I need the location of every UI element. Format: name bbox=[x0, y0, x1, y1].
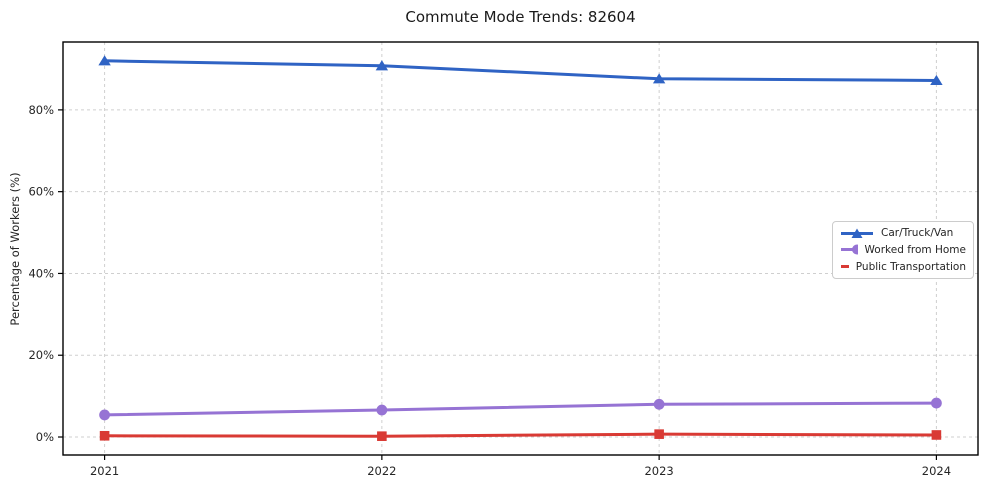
marker-public-transportation-2021 bbox=[99, 430, 110, 441]
y-tick-label: 20% bbox=[28, 348, 54, 362]
marker-worked-from-home-2023 bbox=[653, 398, 665, 410]
legend: Car/Truck/Van Worked from Home Public Tran… bbox=[832, 221, 974, 279]
y-tick-label: 40% bbox=[28, 266, 54, 280]
triangle-icon bbox=[841, 228, 873, 238]
y-tick-label: 60% bbox=[28, 185, 54, 199]
y-tick-label: 0% bbox=[36, 430, 54, 444]
y-tick-label: 80% bbox=[28, 103, 54, 117]
marker-car-truck-van-2021 bbox=[98, 55, 111, 66]
marker-car-truck-van-2023 bbox=[652, 73, 666, 84]
marker-worked-from-home-2024 bbox=[931, 397, 942, 409]
series-line-public-transportation bbox=[103, 432, 938, 438]
marker-public-transportation-2024 bbox=[931, 430, 942, 440]
legend-entry-worked-from-home: Worked from Home bbox=[840, 243, 966, 256]
series-line-car-truck-van bbox=[103, 59, 938, 82]
chart-title: Commute Mode Trends: 82604 bbox=[405, 8, 636, 26]
marker-worked-from-home-2021 bbox=[99, 409, 110, 421]
legend-label-public-transportation: Public Transportation bbox=[855, 260, 966, 273]
legend-entry-car-truck-van: Car/Truck/Van bbox=[840, 227, 966, 240]
plot-border bbox=[62, 41, 979, 456]
legend-entry-public-transportation: Public Transportation bbox=[840, 260, 966, 273]
x-tick-label: 2023 bbox=[644, 464, 673, 478]
x-tick-label: 2021 bbox=[90, 464, 119, 478]
marker-public-transportation-2022 bbox=[377, 431, 387, 441]
x-tick-label: 2024 bbox=[922, 464, 951, 478]
legend-label-worked-from-home: Worked from Home bbox=[864, 243, 966, 256]
circle-icon bbox=[841, 244, 858, 255]
marker-car-truck-van-2024 bbox=[930, 74, 943, 86]
marker-car-truck-van-2022 bbox=[375, 60, 389, 71]
series-line-worked-from-home bbox=[103, 401, 938, 417]
x-tick-label: 2022 bbox=[367, 464, 396, 478]
marker-public-transportation-2023 bbox=[654, 429, 664, 439]
square-icon bbox=[841, 265, 849, 269]
marker-worked-from-home-2022 bbox=[376, 404, 388, 416]
legend-label-car-truck-van: Car/Truck/Van bbox=[881, 227, 954, 240]
